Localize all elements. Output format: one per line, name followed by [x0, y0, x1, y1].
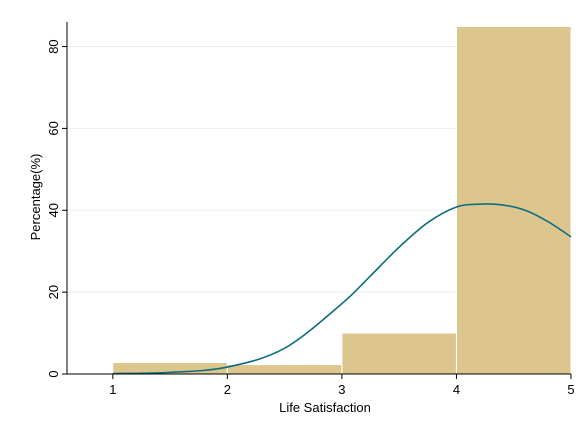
- histogram-bars: [112, 26, 572, 375]
- y-axis-title: Percentage(%): [28, 154, 43, 241]
- axes: [62, 22, 572, 379]
- y-tick-label-60: 60: [46, 121, 61, 135]
- density-curve-group: [112, 203, 572, 375]
- y-tick-label-0: 0: [46, 370, 61, 377]
- tick-labels: 0 20 40 60 80 1 2 3 4 5: [46, 39, 575, 397]
- histogram-bar-3: [341, 332, 457, 375]
- x-tick-label-3: 3: [338, 382, 345, 397]
- y-tick-label-80: 80: [46, 39, 61, 53]
- x-tick-label-1: 1: [109, 382, 116, 397]
- histogram-bar-2: [226, 364, 343, 375]
- x-tick-label-4: 4: [453, 382, 460, 397]
- x-axis-title: Life Satisfaction: [279, 400, 371, 415]
- density-curve: [112, 203, 572, 375]
- y-tick-label-40: 40: [46, 203, 61, 217]
- x-tick-label-5: 5: [567, 382, 574, 397]
- y-tick-label-20: 20: [46, 285, 61, 299]
- x-tick-label-2: 2: [224, 382, 231, 397]
- histogram-bar-4: [455, 26, 572, 375]
